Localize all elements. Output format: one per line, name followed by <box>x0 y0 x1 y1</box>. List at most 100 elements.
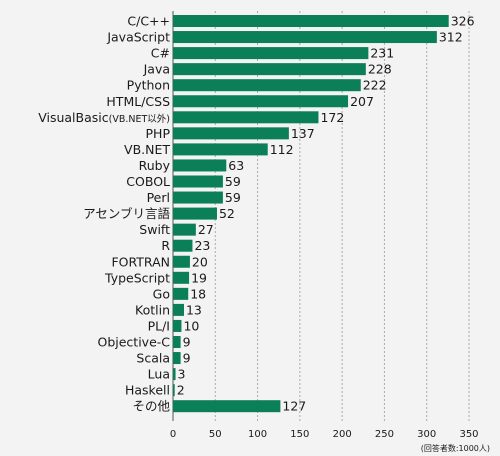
value-label: 20 <box>192 254 208 269</box>
value-label: 59 <box>225 174 241 189</box>
category-label: Python <box>127 78 170 93</box>
category-label: Perl <box>147 190 170 205</box>
value-label: 13 <box>186 302 202 317</box>
category-name: Lua <box>148 367 170 382</box>
category-label: TypeScript <box>104 270 170 285</box>
bar <box>173 384 175 397</box>
bar <box>173 95 349 108</box>
category-label: COBOL <box>126 174 170 189</box>
bars <box>173 15 449 413</box>
category-label: Go <box>153 286 170 301</box>
x-tick-label: 100 <box>248 429 267 440</box>
x-tick-label: 0 <box>170 429 176 440</box>
category-name: PHP <box>146 126 171 141</box>
value-label: 19 <box>191 270 207 285</box>
category-label: VisualBasic(VB.NET以外) <box>38 110 170 125</box>
category-name: Scala <box>136 351 170 366</box>
bar <box>173 368 176 381</box>
category-label: PL/I <box>148 318 170 333</box>
bar <box>173 239 193 252</box>
bar <box>173 15 449 27</box>
category-name: R <box>161 238 170 253</box>
bar <box>173 255 190 268</box>
bar <box>173 127 289 140</box>
category-name: VB.NET <box>124 142 170 157</box>
bar <box>173 223 196 236</box>
category-label: R <box>161 238 170 253</box>
x-tick-label: 350 <box>459 429 478 440</box>
bar <box>173 63 366 76</box>
bar <box>173 319 182 332</box>
category-name: Perl <box>147 190 170 205</box>
category-name: Java <box>143 62 170 77</box>
value-label: 228 <box>368 62 392 77</box>
category-label: Lua <box>148 367 170 382</box>
category-name: COBOL <box>126 174 170 189</box>
category-label: Kotlin <box>135 302 170 317</box>
x-tick-label: 50 <box>209 429 222 440</box>
category-name: Objective-C <box>97 335 170 350</box>
bar <box>173 400 281 413</box>
value-label: 172 <box>320 110 344 125</box>
value-label: 63 <box>228 158 244 173</box>
category-label: C/C++ <box>127 14 170 29</box>
bar <box>173 175 223 188</box>
value-label: 326 <box>451 14 475 29</box>
value-label: 27 <box>198 222 214 237</box>
category-name: HTML/CSS <box>106 94 170 109</box>
category-label: Objective-C <box>97 335 170 350</box>
category-name: Python <box>127 78 170 93</box>
category-note: (VB.NET以外) <box>109 113 170 125</box>
bar <box>173 207 217 220</box>
category-name: VisualBasic <box>38 110 109 125</box>
x-tick-label: 200 <box>333 429 352 440</box>
category-label: FORTRAN <box>111 254 170 269</box>
bar <box>173 271 190 284</box>
bar <box>173 79 361 92</box>
category-label: JavaScript <box>106 30 170 45</box>
category-name: その他 <box>132 399 170 414</box>
value-label: 18 <box>190 286 206 301</box>
value-label: 127 <box>282 399 306 414</box>
category-label: Scala <box>136 351 170 366</box>
x-tick-label: 300 <box>417 429 436 440</box>
category-labels: C/C++JavaScriptC#JavaPythonHTML/CSSVisua… <box>38 14 170 414</box>
bar <box>173 191 223 204</box>
category-label: Swift <box>139 222 170 237</box>
bar <box>173 47 369 60</box>
value-label: 59 <box>225 190 241 205</box>
value-label: 2 <box>177 383 185 398</box>
bar <box>173 143 268 156</box>
unit-note: (回答者数:1000人) <box>421 443 490 453</box>
category-name: Swift <box>139 222 170 237</box>
value-label: 52 <box>219 206 235 221</box>
value-label: 10 <box>183 318 199 333</box>
category-name: C# <box>151 46 170 61</box>
bar <box>173 159 227 172</box>
bar <box>173 352 181 365</box>
category-name: PL/I <box>148 318 170 333</box>
value-label: 231 <box>370 46 394 61</box>
category-label: Java <box>143 62 170 77</box>
category-label: HTML/CSS <box>106 94 170 109</box>
value-label: 9 <box>183 351 191 366</box>
bar <box>173 336 181 348</box>
x-tick-labels: 0 50 100 150 200 250 300 350 <box>170 429 479 440</box>
category-name: JavaScript <box>106 30 170 45</box>
category-label: VB.NET <box>124 142 170 157</box>
x-tick-label: 250 <box>375 429 394 440</box>
bar <box>173 303 184 316</box>
value-label: 112 <box>270 142 294 157</box>
category-name: Ruby <box>139 158 171 173</box>
category-name: アセンブリ言語 <box>83 206 170 221</box>
category-label: Haskell <box>125 383 170 398</box>
category-label: アセンブリ言語 <box>83 206 170 221</box>
category-name: Go <box>153 286 170 301</box>
category-name: C/C++ <box>127 14 170 29</box>
category-name: TypeScript <box>104 270 170 285</box>
value-labels: 3263122312282222071721371126359595227232… <box>177 14 475 414</box>
value-label: 222 <box>363 78 387 93</box>
category-label: Ruby <box>139 158 171 173</box>
category-label: PHP <box>146 126 171 141</box>
